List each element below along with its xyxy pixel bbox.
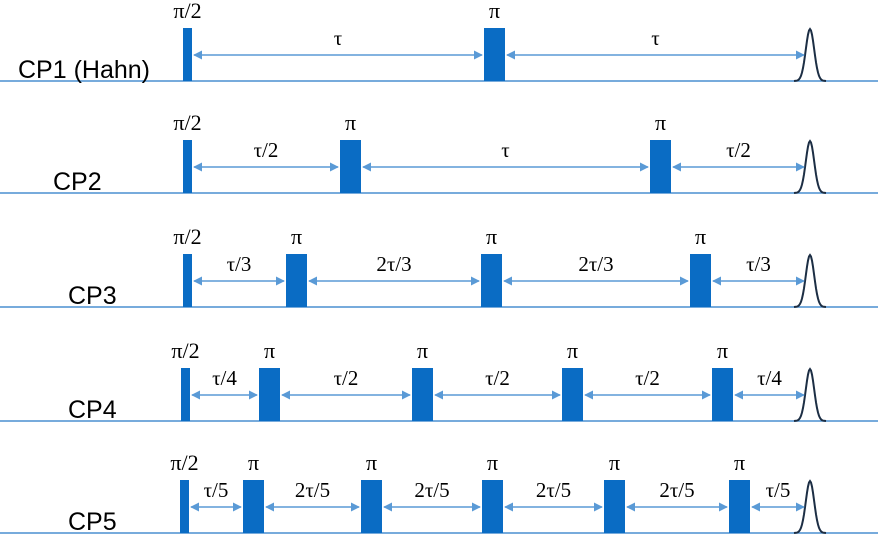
interval-label: τ/2 — [726, 138, 751, 162]
pulse-label: π — [695, 224, 706, 249]
pi-pulse — [712, 368, 733, 421]
interval-label: 2τ/5 — [414, 478, 449, 502]
pi-half-pulse — [183, 28, 192, 81]
pi-half-pulse — [183, 140, 192, 193]
interval-label: τ/2 — [485, 366, 510, 390]
interval-label: τ — [334, 26, 342, 50]
pi-pulse — [690, 254, 711, 307]
pulse-label: π — [609, 450, 620, 475]
sequence-row: CP3 π/2 π π π τ/3 2τ/3 2τ/3 τ/3 — [0, 224, 878, 310]
echo-signal — [793, 367, 827, 422]
echo-signal — [793, 253, 827, 308]
interval-label: τ — [501, 138, 509, 162]
pulse-label: π — [655, 110, 666, 135]
pi-pulse — [482, 480, 503, 533]
pi-pulse — [484, 28, 505, 81]
pi-half-pulse — [181, 368, 190, 421]
sequence-label: CP1 (Hahn) — [18, 56, 150, 84]
pi-pulse — [481, 254, 502, 307]
interval-label: τ — [651, 26, 659, 50]
interval-label: τ/2 — [334, 366, 359, 390]
interval-label: τ/3 — [746, 252, 771, 276]
interval-label: τ/2 — [254, 138, 279, 162]
echo-signal — [793, 139, 827, 194]
interval-label: τ/4 — [757, 366, 782, 390]
interval-label: τ/5 — [204, 478, 229, 502]
interval-label: τ/5 — [766, 478, 791, 502]
pulse-label: π/2 — [170, 450, 198, 475]
pi-pulse — [562, 368, 583, 421]
pi-half-pulse — [180, 480, 189, 533]
pulse-label: π — [248, 450, 259, 475]
sequence-row: CP5 π/2 π π π π π τ/5 2τ/5 2τ/5 2τ/5 2τ/5 τ/5 — [0, 450, 878, 536]
pi-pulse — [604, 480, 625, 533]
sequence-label: CP3 — [68, 282, 117, 310]
interval-label: 2τ/3 — [578, 252, 613, 276]
pulse-label: π — [717, 338, 728, 363]
pulse-label: π/2 — [173, 0, 201, 23]
interval-label: τ/4 — [212, 366, 237, 390]
pi-pulse — [412, 368, 433, 421]
interval-label: 2τ/5 — [295, 478, 330, 502]
echo-signal — [793, 479, 827, 534]
sequence-row: CP1 (Hahn) π/2 π τ τ — [0, 0, 878, 84]
interval-label: τ/3 — [227, 252, 252, 276]
interval-label: τ/2 — [635, 366, 660, 390]
sequence-label: CP5 — [68, 508, 117, 536]
interval-label: 2τ/5 — [659, 478, 694, 502]
echo-signal — [793, 27, 827, 82]
pi-pulse — [243, 480, 264, 533]
pi-pulse — [361, 480, 382, 533]
sequence-row: CP4 π/2 π π π π τ/4 τ/2 τ/2 τ/2 τ/4 — [0, 338, 878, 424]
pulse-label: π — [345, 110, 356, 135]
pulse-label: π — [264, 338, 275, 363]
pulse-label: π — [489, 0, 500, 23]
pi-half-pulse — [183, 254, 192, 307]
sequence-label: CP2 — [53, 168, 102, 196]
interval-label: 2τ/5 — [536, 478, 571, 502]
sequence-label: CP4 — [68, 396, 117, 424]
pulse-label: π — [567, 338, 578, 363]
pulse-label: π — [487, 450, 498, 475]
pi-pulse — [259, 368, 280, 421]
pi-pulse — [286, 254, 307, 307]
pulse-label: π/2 — [171, 338, 199, 363]
pi-pulse — [340, 140, 361, 193]
pulse-label: π — [366, 450, 377, 475]
interval-label: 2τ/3 — [376, 252, 411, 276]
pulse-label: π — [417, 338, 428, 363]
pi-pulse — [729, 480, 750, 533]
pulse-label: π/2 — [173, 110, 201, 135]
pi-pulse — [650, 140, 671, 193]
pulse-label: π/2 — [173, 224, 201, 249]
sequence-row: CP2 π/2 π π τ/2 τ τ/2 — [0, 110, 878, 196]
pulse-label: π — [486, 224, 497, 249]
pulse-label: π — [734, 450, 745, 475]
pulse-label: π — [291, 224, 302, 249]
